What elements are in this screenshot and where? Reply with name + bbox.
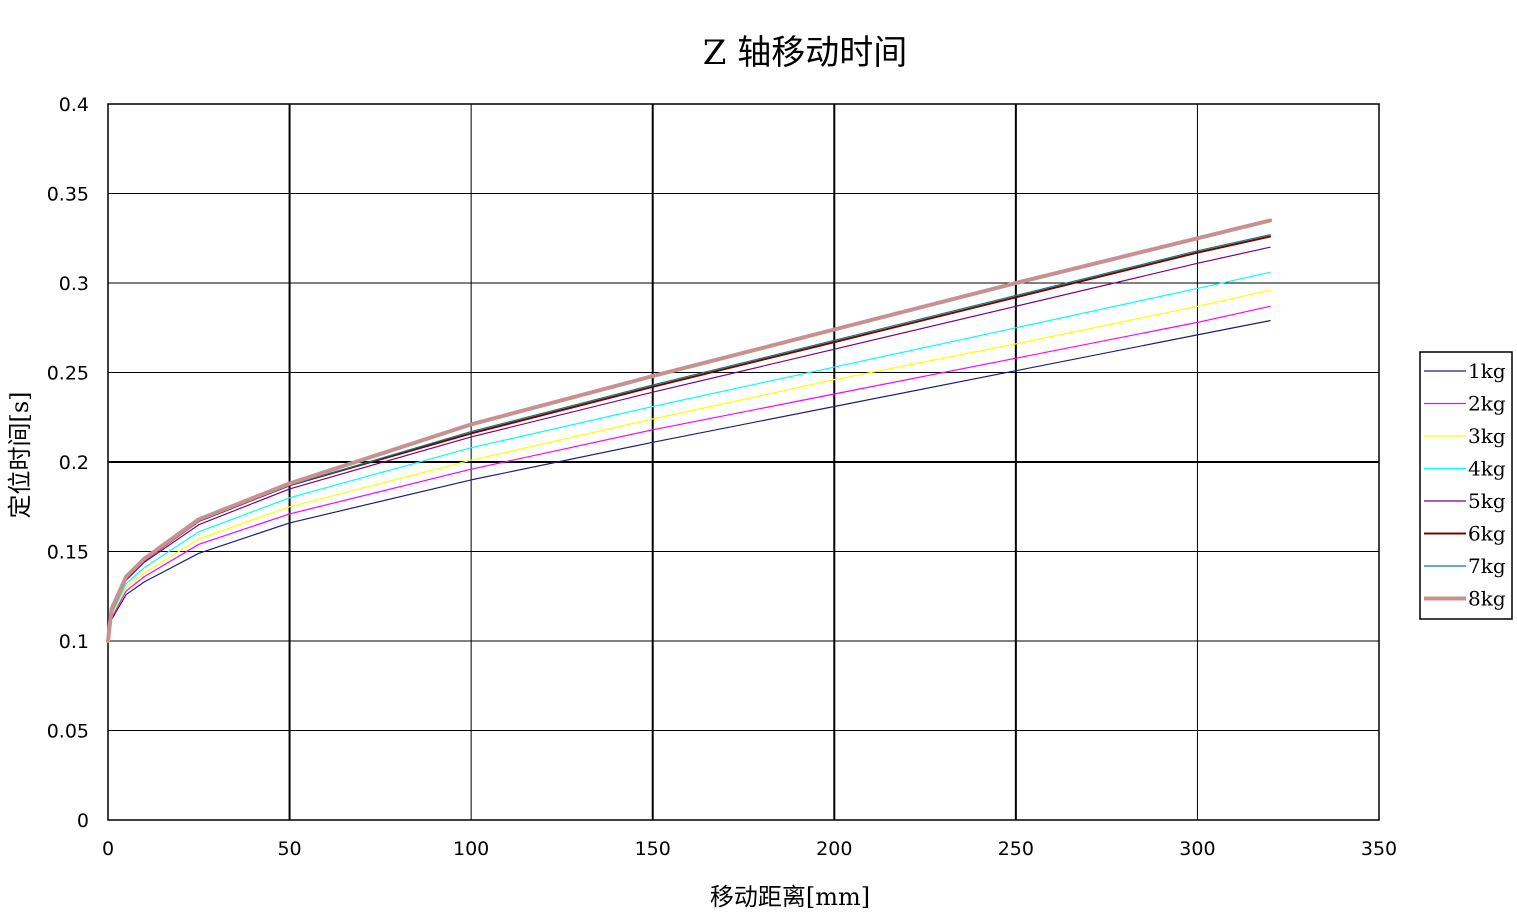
series-line-6kg	[107, 235, 1272, 642]
y-axis-label: 定位时间[s]	[6, 391, 34, 518]
x-tick-label: 0	[102, 838, 114, 860]
legend-label: 4kg	[1468, 457, 1506, 481]
y-tick-label: 0.05	[47, 721, 89, 743]
legend-label: 8kg	[1468, 587, 1506, 611]
series-line-7kg	[107, 234, 1271, 642]
x-tick-label: 300	[1179, 838, 1215, 860]
x-tick-label: 200	[816, 838, 852, 860]
series-line-3kg	[107, 289, 1271, 642]
y-tick-label: 0.2	[59, 452, 89, 474]
x-tick-labels: 0 50 100 150 200 250 300 350	[102, 838, 1397, 860]
plot-area	[107, 103, 1380, 821]
series-line-2kg	[107, 305, 1271, 642]
x-tick-label: 250	[998, 838, 1034, 860]
y-tick-label: 0.4	[59, 94, 89, 116]
series-line-5kg	[107, 246, 1271, 642]
legend-label: 6kg	[1468, 522, 1506, 546]
y-tick-label: 0.35	[47, 184, 89, 206]
series-lines	[106, 218, 1273, 643]
y-tick-label: 0.25	[47, 363, 89, 385]
series-line-1kg	[107, 320, 1271, 642]
x-tick-label: 50	[277, 838, 301, 860]
series-line-4kg	[107, 271, 1271, 642]
legend: 1kg 2kg 3kg 4kg 5kg 6kg 7kg 8kg	[1419, 351, 1513, 620]
x-axis-label: 移动距离[mm]	[710, 883, 870, 911]
y-tick-labels: 0 0.05 0.1 0.15 0.2 0.25 0.3 0.35 0.4	[47, 94, 89, 832]
legend-label: 1kg	[1468, 359, 1506, 383]
y-tick-label: 0.1	[59, 631, 89, 653]
x-tick-label: 100	[453, 838, 489, 860]
legend-label: 2kg	[1468, 392, 1506, 416]
y-tick-label: 0.15	[47, 542, 89, 564]
chart-title: Z 轴移动时间	[703, 33, 907, 73]
legend-label: 3kg	[1468, 424, 1506, 448]
legend-box	[1419, 351, 1513, 620]
series-line-8kg	[106, 218, 1273, 643]
legend-label: 7kg	[1468, 554, 1506, 578]
horizontal-gridlines	[108, 193, 1379, 731]
y-tick-label: 0	[77, 810, 89, 832]
x-tick-label: 350	[1361, 838, 1397, 860]
x-tick-label: 150	[635, 838, 671, 860]
y-tick-label: 0.3	[59, 273, 89, 295]
legend-label: 5kg	[1468, 489, 1506, 513]
